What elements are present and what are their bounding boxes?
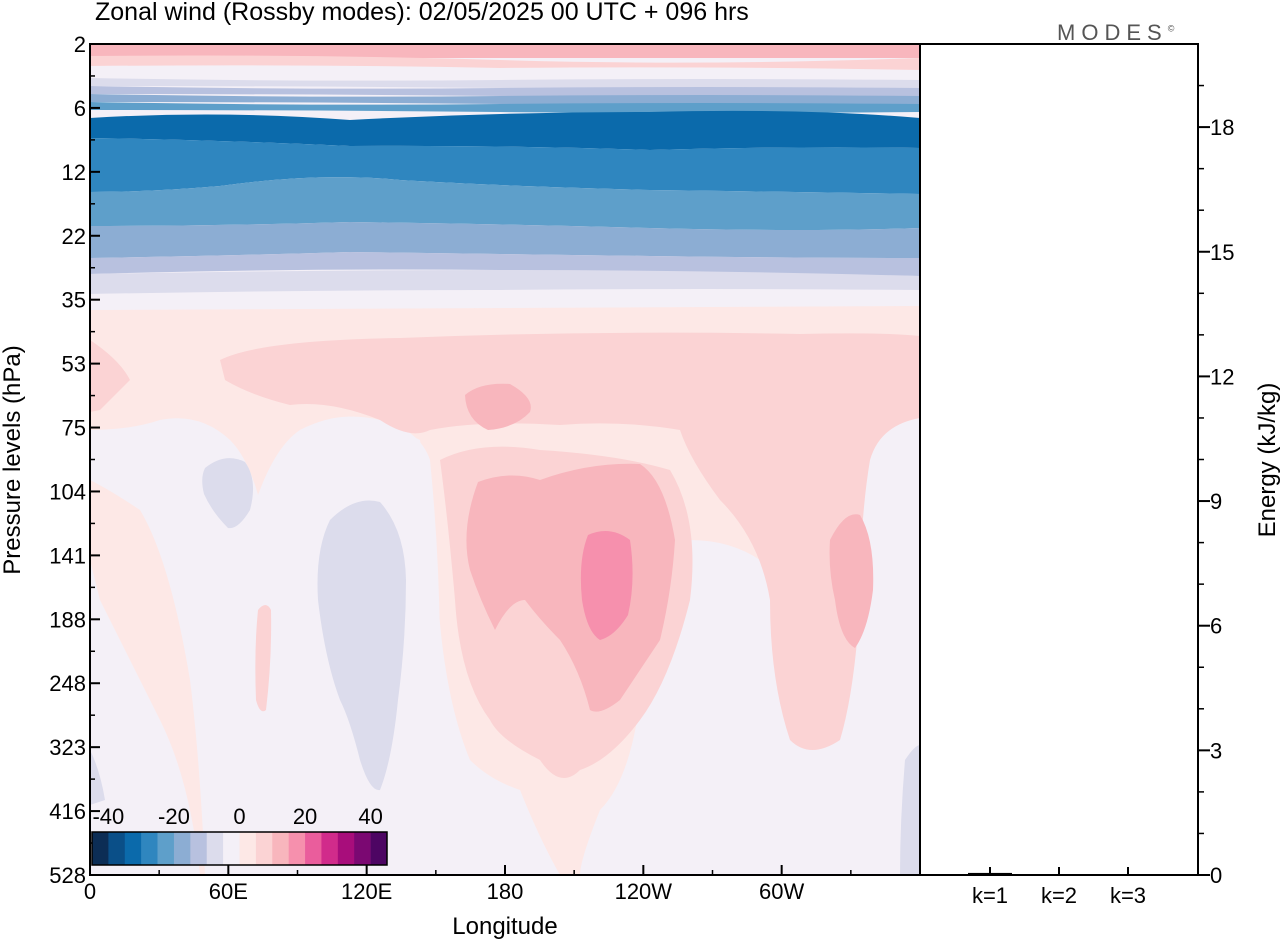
y-tick-label: 248: [49, 671, 86, 696]
band-negative-5b: [90, 270, 920, 294]
colorbar-swatch: [141, 832, 158, 865]
colorbar-tick-label: 40: [358, 804, 382, 829]
x-axis-title: Longitude: [452, 913, 557, 940]
band-negative-30: [90, 177, 920, 230]
x-tick-label: 60E: [209, 879, 248, 904]
energy-bar: [1106, 874, 1150, 876]
logo-text: MODES: [1057, 20, 1168, 45]
region-positive-15-cell: [465, 383, 531, 430]
bar-category-label: k=3: [1110, 883, 1146, 908]
band-positive-20: [90, 55, 920, 71]
region-positive-15-west: [829, 514, 874, 648]
band-negative-35: [90, 138, 920, 194]
energy-tick-label: 0: [1210, 863, 1222, 888]
colorbar-tick-label: -20: [158, 804, 190, 829]
colorbar-swatch: [354, 832, 371, 865]
y-tick-label: 22: [62, 224, 86, 249]
energy-tick-label: 15: [1210, 240, 1234, 265]
region-zero-left: [90, 418, 273, 875]
energy-panel-frame: [919, 43, 1199, 876]
band-negative-10: [90, 86, 920, 97]
colorbar-swatch: [108, 832, 126, 865]
band-negative-5: [90, 78, 920, 89]
colorbar-swatch: [157, 832, 175, 865]
band-negative-40: [90, 110, 920, 150]
colorbar-swatch: [124, 832, 142, 865]
colorbar-swatch: [321, 832, 339, 865]
band-zero-b: [90, 290, 920, 312]
colorbar-swatch: [206, 832, 224, 865]
colorbar-swatch: [255, 832, 273, 865]
band-negative-15b: [90, 252, 920, 276]
y-tick-label: 75: [62, 416, 86, 441]
region-positive-10-left: [90, 340, 130, 412]
region-positive-20-core: [580, 531, 633, 640]
colorbar-tick-label: 20: [293, 804, 317, 829]
y-tick-label: 323: [49, 735, 86, 760]
colorbar-swatch: [239, 832, 257, 865]
colorbar: -40 -20 0 20 40: [91, 804, 388, 866]
bar-category-label: k=2: [1041, 883, 1077, 908]
region-positive-15-main: [466, 463, 675, 712]
colorbar-swatch: [92, 832, 109, 865]
pressure-axis: 2 6 12 22 35 53 75 104 141 188 248 323 416 528: [49, 32, 100, 888]
band-zero: [90, 66, 920, 81]
x-tick-label: 60W: [759, 879, 804, 904]
colorbar-swatch: [173, 832, 191, 865]
y-tick-label: 141: [49, 543, 86, 568]
colorbar-swatch: [370, 832, 388, 865]
energy-tick-label: 9: [1210, 489, 1222, 514]
region-negative-5-60E: [202, 458, 254, 529]
region-zero-60W: [690, 552, 800, 875]
heatmap-panel: [90, 44, 920, 875]
y-axis-title: Pressure levels (hPa): [0, 345, 26, 574]
y-tick-label: 35: [62, 288, 86, 313]
y-tick-label: 53: [62, 352, 86, 377]
energy-tick-label: 3: [1210, 738, 1222, 763]
region-positive-10-main: [220, 332, 920, 750]
region-negative-5-corner: [90, 750, 105, 805]
colorbar-swatch: [190, 832, 208, 865]
colorbar-swatch: [272, 832, 289, 865]
region-negative-5-edge: [900, 745, 920, 875]
energy-axis-title: Energy (kJ/kg): [1254, 383, 1280, 538]
energy-tick-label: 6: [1210, 614, 1222, 639]
y-tick-label: 6: [74, 96, 86, 121]
region-negative-5-120E: [317, 500, 406, 791]
bar-category-label: k=1: [972, 883, 1008, 908]
longitude-axis: 0 60E 120E 180 120W 60W: [84, 865, 852, 904]
energy-bar: [1037, 874, 1081, 876]
band-negative-15: [90, 94, 920, 105]
band-negative-25: [90, 222, 920, 258]
modes-logo: MODES©: [1057, 20, 1174, 46]
y-tick-label: 188: [49, 607, 86, 632]
y-tick-label: 528: [49, 863, 86, 888]
y-tick-label: 416: [49, 799, 86, 824]
colorbar-swatch: [305, 832, 322, 865]
band-positive-25: [90, 44, 920, 58]
x-tick-label: 0: [84, 879, 96, 904]
y-tick-label: 12: [62, 160, 86, 185]
x-tick-label: 120W: [615, 879, 673, 904]
chart-title: Zonal wind (Rossby modes): 02/05/2025 00…: [95, 0, 749, 26]
energy-bar: [968, 872, 1012, 875]
logo-mark: ©: [1167, 23, 1175, 34]
colorbar-swatch: [337, 832, 355, 865]
y-tick-label: 104: [49, 479, 86, 504]
energy-tick-label: 12: [1210, 364, 1234, 389]
colorbar-swatch: [223, 832, 240, 865]
y-tick-label: 2: [74, 32, 86, 57]
colorbar-tick-label: 0: [233, 804, 245, 829]
energy-axis: 0 3 6 9 12 15 18: [1198, 84, 1234, 888]
colorbar-tick-label: -40: [92, 804, 124, 829]
colorbar-swatch: [288, 832, 306, 865]
band-negative-20: [90, 102, 920, 113]
energy-bars: k=1 k=2 k=3: [968, 867, 1150, 908]
colorbar-frame: [91, 831, 388, 866]
x-tick-label: 180: [487, 879, 524, 904]
energy-tick-label: 18: [1210, 115, 1234, 140]
region-positive-10-lower-left: [255, 605, 272, 712]
x-tick-label: 120E: [341, 879, 392, 904]
